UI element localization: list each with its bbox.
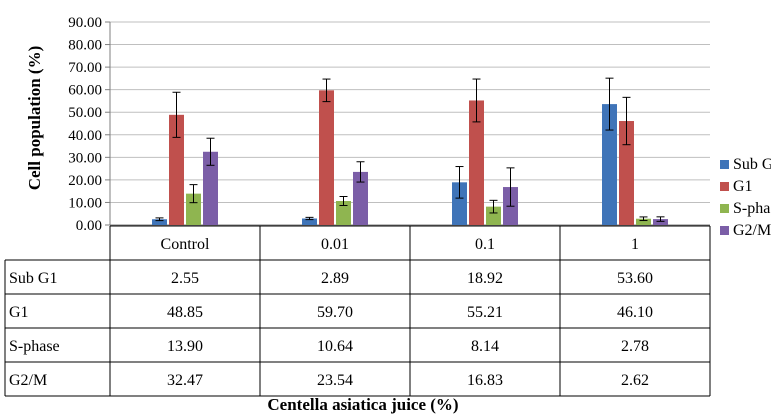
y-tick-label: 70.00 xyxy=(68,60,102,76)
x-category-label: Control xyxy=(161,236,210,253)
table-cell: 23.54 xyxy=(317,372,353,389)
table-cell: 2.55 xyxy=(171,270,199,287)
table-cell: 10.64 xyxy=(317,338,353,355)
table-cell: 2.78 xyxy=(621,338,649,355)
x-category-label: 1 xyxy=(631,236,639,253)
y-tick-label: 30.00 xyxy=(68,150,102,166)
y-tick-label: 20.00 xyxy=(68,173,102,189)
y-tick-label: 80.00 xyxy=(68,38,102,54)
table-cell: 2.89 xyxy=(321,270,349,287)
legend-label: G2/M xyxy=(733,222,771,239)
table-cell: 55.21 xyxy=(467,304,503,321)
legend-label: G1 xyxy=(733,178,753,195)
x-axis-title: Centella asiatica juice (%) xyxy=(267,395,458,414)
table-cell: 32.47 xyxy=(167,372,203,389)
bars xyxy=(152,78,668,225)
legend-swatch xyxy=(720,160,729,169)
y-tick-label: 0.00 xyxy=(76,218,102,234)
x-category-label: 0.01 xyxy=(321,236,349,253)
table-cell: 46.10 xyxy=(617,304,653,321)
table-row-header: G2/M xyxy=(9,372,47,389)
y-tick-label: 90.00 xyxy=(68,15,102,31)
legend-swatch xyxy=(720,182,729,191)
legend: Sub G1 G1 S-phase G2/M xyxy=(720,156,771,239)
table-cell: 48.85 xyxy=(167,304,203,321)
table-row-header: G1 xyxy=(9,304,29,321)
table-cell: 8.14 xyxy=(471,338,499,355)
table-cell: 18.92 xyxy=(467,270,503,287)
y-axis-title: Cell population (%) xyxy=(25,46,44,191)
y-tick-label: 40.00 xyxy=(68,128,102,144)
data-table: Control 0.01 0.1 1 Sub G1 2.55 2.89 18.92 53.60 G… xyxy=(5,226,710,396)
legend-swatch xyxy=(720,226,729,235)
table-row-header: Sub G1 xyxy=(9,270,57,287)
legend-label: Sub G1 xyxy=(733,156,771,173)
table-cell: 16.83 xyxy=(467,372,503,389)
x-category-label: 0.1 xyxy=(475,236,495,253)
y-tick-label: 10.00 xyxy=(68,195,102,211)
y-axis-ticks: 0.00 10.00 20.00 30.00 40.00 50.00 60.00 70.00 8… xyxy=(68,15,102,234)
table-cell: 53.60 xyxy=(617,270,653,287)
table-cell: 13.90 xyxy=(167,338,203,355)
bar xyxy=(319,90,334,225)
y-tick-label: 60.00 xyxy=(68,83,102,99)
table-row-header: S-phase xyxy=(9,338,60,355)
table-cell: 59.70 xyxy=(317,304,353,321)
y-tick-label: 50.00 xyxy=(68,105,102,121)
legend-label: S-phase xyxy=(733,200,771,217)
table-cell: 2.62 xyxy=(621,372,649,389)
legend-swatch xyxy=(720,204,729,213)
